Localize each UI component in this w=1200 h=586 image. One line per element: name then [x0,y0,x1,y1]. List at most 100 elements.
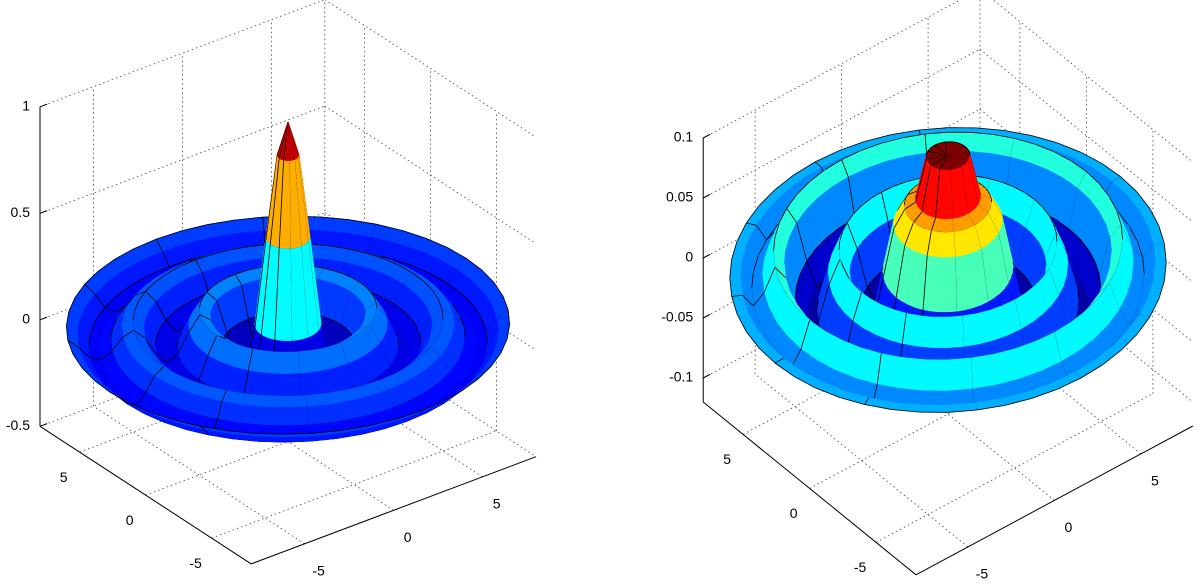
z-tick-label: -0.05 [661,309,693,325]
mesh-line [199,297,204,304]
mesh-line [226,328,232,333]
mesh-line [174,419,200,427]
y-axis [39,425,252,565]
mesh-line [794,286,797,300]
mesh-line [1004,398,1032,406]
x-axis [915,425,1194,576]
tick-mark [702,313,711,319]
mesh-line [930,146,933,149]
mesh-line [162,251,170,267]
mesh-line [1117,211,1130,227]
mesh-line [403,311,412,320]
mesh-line [441,390,462,403]
mesh-line [926,152,928,156]
mesh-line [1164,261,1167,281]
mesh-line [876,353,882,385]
mesh-line [390,258,413,267]
y-axis [702,401,917,576]
mesh-line [1034,199,1043,208]
mesh-line [154,273,167,283]
grid-line [979,48,1194,223]
mesh-line [1158,280,1165,300]
mesh-line [909,187,914,192]
mesh-line [202,291,218,301]
mesh-line [122,330,135,338]
mesh-line [260,244,271,336]
mesh-line [227,430,256,434]
mesh-line [322,316,330,320]
mesh-line [144,337,157,354]
mesh-line [987,191,991,196]
mesh-line [345,328,351,333]
mesh-line [463,326,466,339]
mesh-line [254,239,267,328]
mesh-line [793,375,816,389]
surface-patch [932,316,949,349]
mesh-line [423,280,433,291]
mesh-line [72,353,83,368]
mesh-line [95,306,116,320]
mesh-line [235,321,242,326]
mesh-line [169,258,192,267]
mesh-line [742,294,754,307]
mesh-line [958,142,962,145]
mesh-line [1014,186,1026,194]
mesh-line [1023,274,1029,282]
mesh-line [206,219,235,226]
mesh-line [195,253,213,261]
surface-patch [261,406,286,427]
x-tick-label: 5 [493,496,501,512]
surface-patch [947,231,956,258]
mesh-line [847,176,856,219]
mesh-line [1055,232,1058,243]
mesh-line [485,330,488,344]
mesh-line [310,243,331,247]
surface-patch [940,232,949,258]
mesh-line [864,134,892,142]
y-tick-label: 0 [126,512,134,528]
y-tick-label: 5 [60,469,68,485]
z-tick-label: 0 [22,311,30,327]
mesh-line [905,190,918,199]
mesh-line [462,294,474,306]
mesh-line [828,259,841,285]
x-tick-label: 0 [404,529,412,545]
mesh-line [1102,349,1122,366]
mesh-line [948,409,977,413]
mesh-line [134,300,140,311]
mesh-line [411,265,432,275]
mesh-line [1056,142,1081,153]
z-tick-label: -0.1 [669,369,693,385]
mesh-line [203,429,210,436]
mesh-line [138,290,157,302]
mesh-line [967,149,970,152]
mesh-line [370,291,375,298]
mesh-line [201,272,210,294]
mesh-line [838,141,865,152]
mesh-line [796,273,801,287]
mesh-line [88,331,92,345]
mesh-line [247,348,254,371]
mesh-line [66,325,69,341]
mesh-line [97,259,115,272]
mesh-line [839,231,843,241]
mesh-line [1016,268,1024,276]
mesh-line [872,273,879,281]
mesh-line [891,409,920,413]
surface-patch [947,315,965,349]
mesh-line [241,284,249,320]
mesh-line [729,277,733,297]
mesh-line [481,269,495,283]
mesh-line [412,272,424,282]
mesh-line [431,289,439,300]
mesh-line [1080,151,1103,165]
mesh-line [864,397,892,410]
mesh-line [394,304,405,312]
mesh-line [870,191,889,222]
mesh-line [112,316,118,329]
mesh-line [447,283,463,295]
mesh-line [1129,226,1139,243]
mesh-line [133,238,163,252]
mesh-line [1014,138,1036,145]
mesh-line [136,392,146,405]
